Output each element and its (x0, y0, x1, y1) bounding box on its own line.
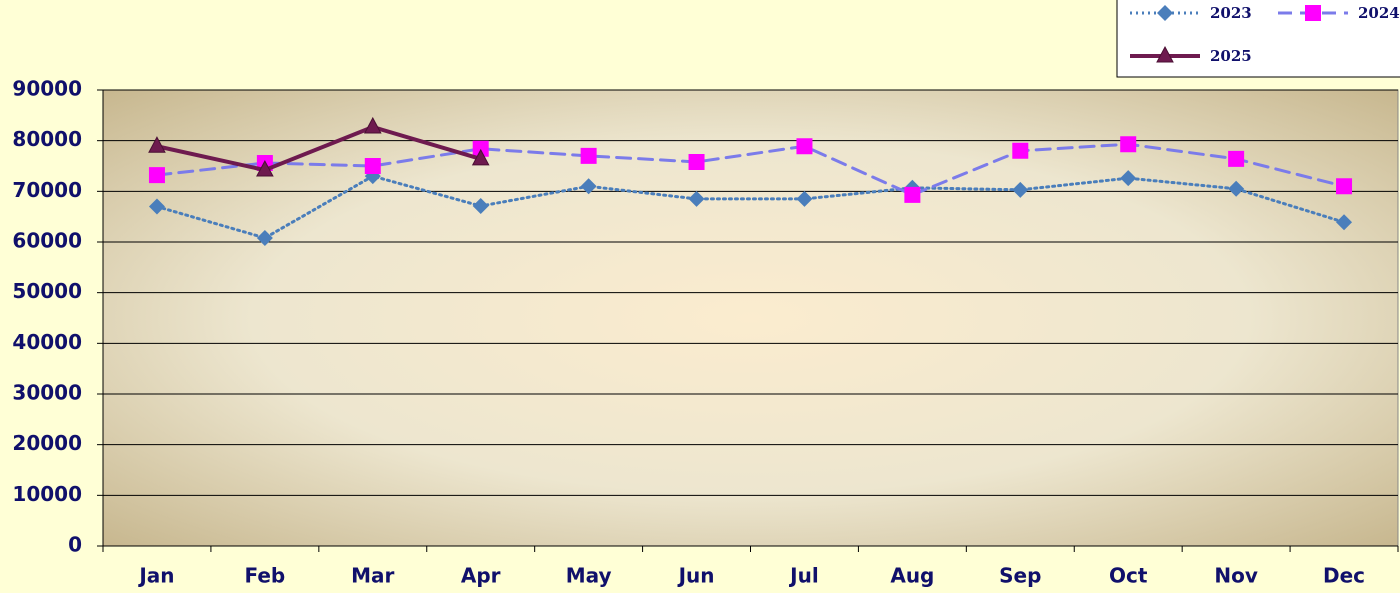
legend-marker (1156, 45, 1174, 63)
data-point (1012, 181, 1029, 198)
x-tick-label: Nov (1214, 564, 1258, 588)
x-tick-label: Dec (1323, 564, 1365, 588)
data-point (1228, 180, 1245, 197)
y-tick-label: 30000 (12, 381, 82, 405)
data-point (688, 153, 705, 170)
x-tick-label: Apr (461, 564, 501, 588)
data-point (796, 138, 813, 155)
series-line (155, 142, 1346, 197)
x-tick-label: Aug (890, 564, 934, 588)
legend-marker (1157, 5, 1173, 21)
x-tick-label: Oct (1109, 564, 1148, 588)
legend-label: 2025 (1210, 47, 1252, 65)
data-point (904, 186, 921, 203)
data-point (1336, 214, 1353, 231)
y-tick-label: 60000 (12, 229, 82, 253)
y-tick-label: 70000 (12, 178, 82, 202)
x-tick-label: Jul (788, 564, 819, 588)
data-point (148, 136, 166, 153)
legend-marker (1305, 5, 1321, 21)
data-point (1336, 178, 1353, 195)
data-point (256, 229, 273, 246)
data-point (580, 147, 597, 164)
x-tick-label: Feb (245, 564, 286, 588)
y-tick-label: 20000 (12, 431, 82, 455)
data-point (1120, 170, 1137, 187)
data-point (363, 116, 382, 134)
data-point (580, 178, 597, 195)
y-tick-label: 90000 (12, 77, 82, 101)
y-tick-label: 0 (68, 533, 82, 557)
x-tick-label: May (566, 564, 612, 588)
y-tick-label: 40000 (12, 330, 82, 354)
data-point (1012, 142, 1029, 159)
data-point (364, 158, 381, 174)
y-tick-label: 50000 (12, 279, 82, 303)
legend-label: 2023 (1210, 4, 1252, 22)
series-line (154, 124, 483, 173)
x-tick-label: Sep (999, 564, 1041, 588)
data-point (1228, 150, 1245, 167)
data-point (148, 167, 165, 184)
x-tick-label: Jun (677, 564, 715, 588)
x-tick-label: Mar (351, 564, 394, 588)
data-point (472, 140, 489, 157)
series-line (155, 174, 1346, 240)
y-tick-label: 10000 (12, 482, 82, 506)
data-point (688, 190, 705, 207)
legend-label: 2024 (1358, 4, 1400, 22)
y-tick-label: 80000 (12, 127, 82, 151)
data-point (1120, 136, 1137, 153)
data-point (796, 190, 813, 207)
plot-area (102, 89, 1399, 547)
x-tick-label: Jan (137, 564, 174, 588)
data-point (472, 198, 489, 215)
data-point (256, 159, 274, 177)
data-point (148, 198, 165, 215)
data-point (471, 148, 490, 166)
